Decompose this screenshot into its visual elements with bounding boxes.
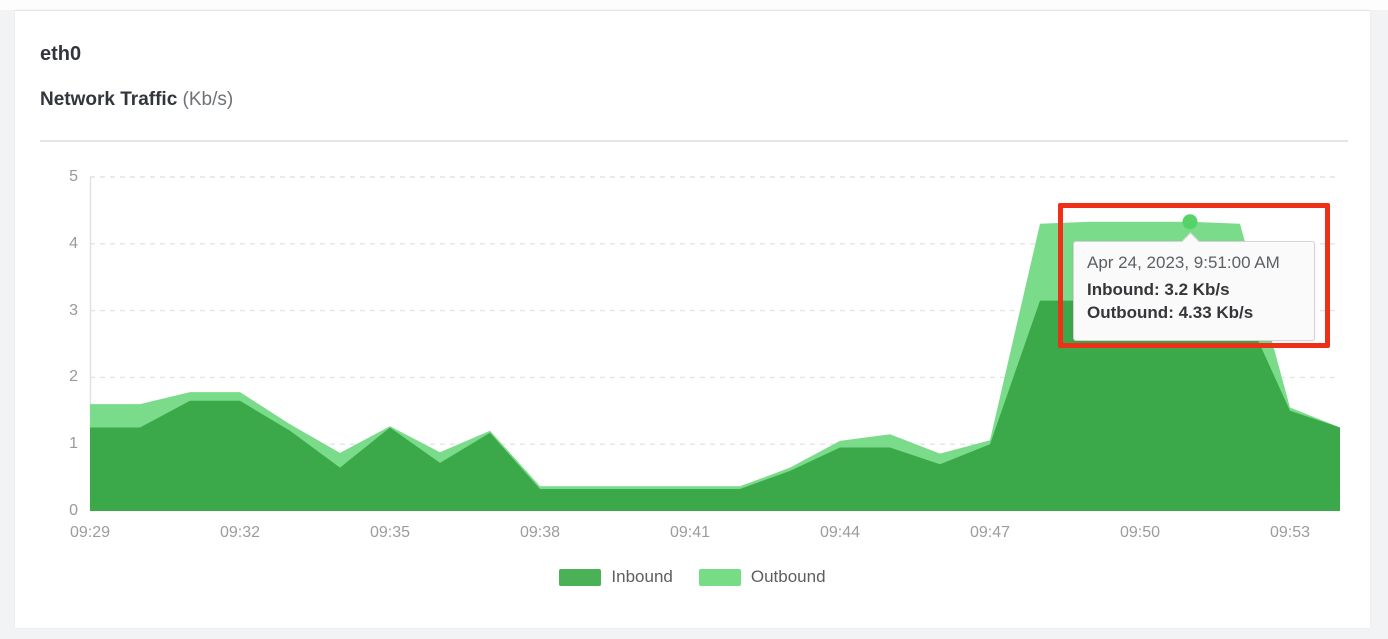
tooltip-inbound-value: Inbound: 3.2 Kb/s <box>1087 280 1230 299</box>
y-axis-tick-5: 5 <box>69 168 78 185</box>
y-axis-tick-2: 2 <box>69 368 78 386</box>
chart-title-text: Network Traffic <box>40 89 178 110</box>
annotation-rectangle <box>1058 203 1330 348</box>
x-axis-tick-0953: 09:53 <box>1269 524 1311 541</box>
outbound-swatch-icon <box>698 568 741 586</box>
network-traffic-card: eth0 Network Traffic (Kb/s) 0 1 2 3 4 5 09:29… <box>15 10 1370 628</box>
y-axis-tick-1: 1 <box>69 435 78 453</box>
y-axis-tick-3: 3 <box>69 301 78 319</box>
inbound-swatch-icon <box>559 568 602 586</box>
chart-tooltip: Apr 24, 2023, 9:51:00 AM Inbound: 3.2 Kb… <box>1073 232 1315 341</box>
header-divider <box>40 140 1348 142</box>
legend-item-outbound: Outbound <box>698 567 826 587</box>
chart-title: Network Traffic (Kb/s) <box>40 89 233 111</box>
x-axis-tick-0938: 09:38 <box>519 524 561 541</box>
chart-title-unit: (Kb/s) <box>182 89 234 110</box>
page-top-strip <box>0 0 1388 10</box>
x-axis-tick-0950: 09:50 <box>1119 524 1161 541</box>
chart-legend: Inbound Outbound <box>15 567 1370 587</box>
y-axis-tick-0: 0 <box>69 502 78 519</box>
hover-marker-dot <box>1182 214 1198 230</box>
x-axis-tick-0935: 09:35 <box>369 524 411 541</box>
tooltip-timestamp: Apr 24, 2023, 9:51:00 AM <box>1087 253 1280 272</box>
traffic-chart-svg[interactable] <box>89 176 1340 512</box>
x-axis-tick-0947: 09:47 <box>969 524 1011 541</box>
interface-title: eth0 <box>40 43 82 65</box>
x-axis-tick-0929: 09:29 <box>69 524 111 541</box>
legend-label-outbound: Outbound <box>750 567 826 586</box>
y-axis-tick-4: 4 <box>69 234 78 252</box>
area-inbound <box>90 297 1340 511</box>
x-axis-tick-0944: 09:44 <box>819 524 861 541</box>
legend-label-inbound: Inbound <box>611 567 673 586</box>
legend-item-inbound: Inbound <box>559 567 673 587</box>
traffic-chart[interactable]: 0 1 2 3 4 5 09:29 09:32 09:35 09:38 09:41 09:44 09:… <box>15 11 1370 629</box>
tooltip-outbound-value: Outbound: 4.33 Kb/s <box>1087 303 1254 322</box>
x-axis-tick-0941: 09:41 <box>669 524 711 541</box>
x-axis-tick-0932: 09:32 <box>219 524 261 541</box>
